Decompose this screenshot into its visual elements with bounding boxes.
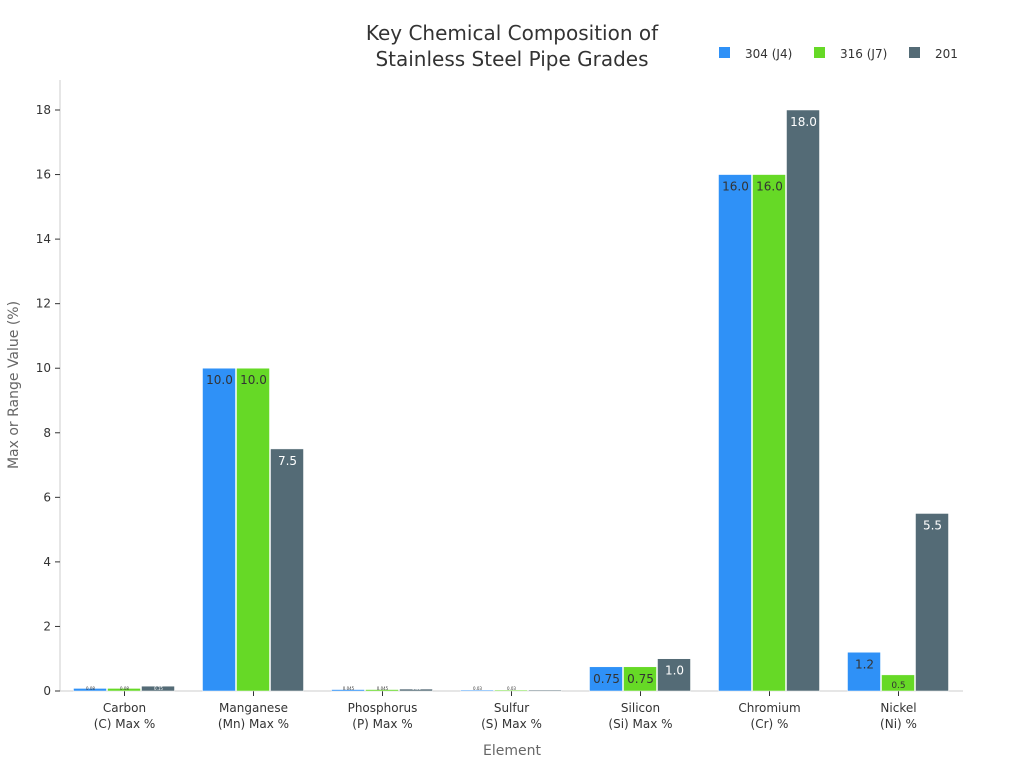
data-label: 0.5 <box>891 681 905 691</box>
x-tick-label: (Mn) Max % <box>218 717 289 731</box>
data-label: 0.75 <box>593 672 620 686</box>
y-tick-label: 2 <box>43 619 51 633</box>
data-label: 0.03 <box>473 686 482 691</box>
y-tick-label: 18 <box>36 103 51 117</box>
x-tick-label: Sulfur <box>494 701 529 715</box>
y-tick-label: 16 <box>36 168 51 182</box>
x-tick-label: (Ni) % <box>880 717 917 731</box>
y-tick-label: 8 <box>43 426 51 440</box>
data-label: 7.5 <box>278 454 297 468</box>
data-label: 1.0 <box>665 664 684 678</box>
data-label: 0.08 <box>86 686 95 691</box>
data-label: 10.0 <box>206 373 233 387</box>
x-tick-label: (Si) Max % <box>608 717 672 731</box>
legend-label: 304 (J4) <box>745 47 792 61</box>
bar-201 <box>657 658 691 692</box>
data-label: 0.045 <box>343 686 355 691</box>
legend-swatch-201 <box>909 47 920 58</box>
y-tick-label: 0 <box>43 684 51 698</box>
data-label: 0.03 <box>507 686 516 691</box>
x-tick-label: Phosphorus <box>348 701 418 715</box>
data-label: 0.03 <box>541 686 550 691</box>
y-tick-label: 10 <box>36 361 51 375</box>
data-label: 1.2 <box>855 657 874 671</box>
bar-201 <box>141 685 175 692</box>
chart-title: Key Chemical Composition of <box>366 21 659 45</box>
bar-316 (J7) <box>881 674 915 692</box>
data-label: 16.0 <box>722 180 749 194</box>
y-tick-label: 14 <box>36 232 51 246</box>
bar-304 (J4) <box>460 689 494 692</box>
y-tick-label: 12 <box>36 297 51 311</box>
data-label: 0.045 <box>377 686 389 691</box>
bar-304 (J4) <box>73 688 107 692</box>
bar-304 (J4) <box>589 666 623 692</box>
data-label: 0.15 <box>154 686 163 691</box>
bar-201 <box>915 513 949 692</box>
bar-316 (J7) <box>494 689 528 692</box>
y-tick-label: 6 <box>43 490 51 504</box>
bar-304 (J4) <box>718 174 752 692</box>
data-label: 0.06 <box>412 686 421 691</box>
x-tick-label: Manganese <box>219 701 288 715</box>
bar-316 (J7) <box>752 174 786 692</box>
data-label: 0.75 <box>627 672 654 686</box>
bar-201 <box>399 688 433 692</box>
bar-304 (J4) <box>202 367 236 692</box>
data-label: 5.5 <box>923 518 942 532</box>
legend-label: 316 (J7) <box>840 47 887 61</box>
chart-title: Stainless Steel Pipe Grades <box>375 47 648 71</box>
data-label: 10.0 <box>240 373 267 387</box>
x-tick-label: (P) Max % <box>352 717 412 731</box>
x-tick-label: Silicon <box>621 701 660 715</box>
bar-316 (J7) <box>623 666 657 692</box>
bar-316 (J7) <box>107 688 141 692</box>
data-label: 0.08 <box>120 686 129 691</box>
bar-316 (J7) <box>236 367 270 692</box>
x-tick-label: (Cr) % <box>751 717 789 731</box>
y-axis-label: Max or Range Value (%) <box>6 301 22 469</box>
legend-swatch-304 (J4) <box>719 47 730 58</box>
data-label: 16.0 <box>756 180 783 194</box>
x-tick-label: Nickel <box>880 701 916 715</box>
x-tick-label: Carbon <box>103 701 146 715</box>
legend-label: 201 <box>935 47 958 61</box>
bar-201 <box>786 109 820 692</box>
bar-316 (J7) <box>365 689 399 692</box>
bar-201 <box>270 448 304 692</box>
x-tick-label: (C) Max % <box>94 717 156 731</box>
bar-201 <box>528 689 562 692</box>
legend-swatch-316 (J7) <box>814 47 825 58</box>
x-axis-label: Element <box>483 743 541 759</box>
x-tick-label: Chromium <box>738 701 800 715</box>
data-label: 18.0 <box>790 115 817 129</box>
bar-304 (J4) <box>847 652 881 692</box>
bar-304 (J4) <box>331 689 365 692</box>
x-tick-label: (S) Max % <box>481 717 542 731</box>
y-tick-label: 4 <box>43 555 51 569</box>
